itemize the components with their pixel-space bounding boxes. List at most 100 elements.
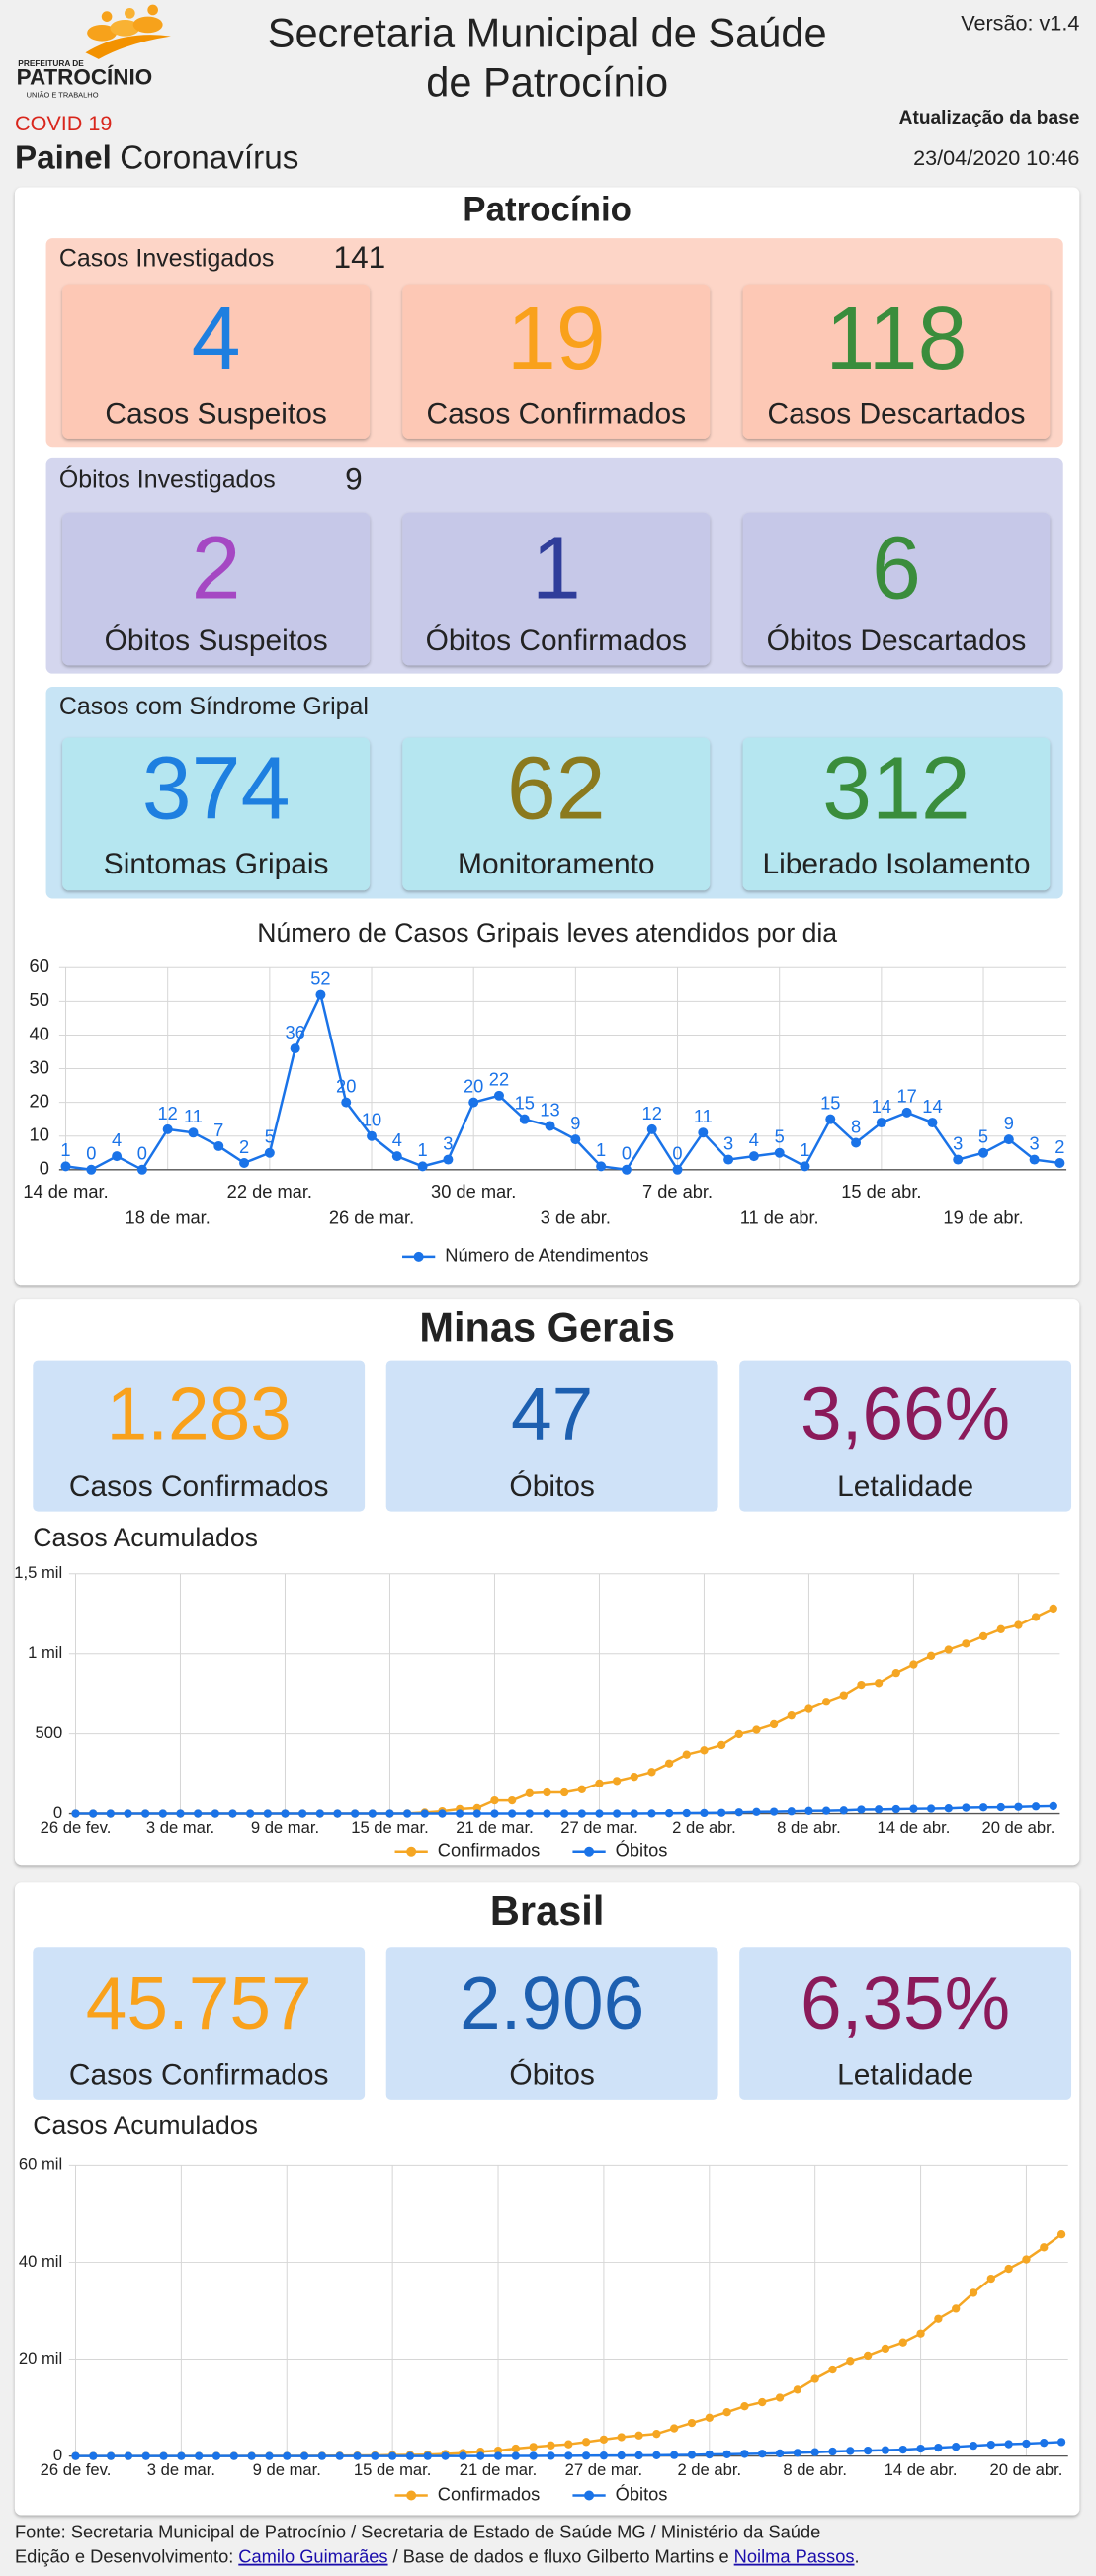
data-point (804, 1704, 813, 1713)
data-point (60, 1161, 71, 1172)
stat-card (385, 1360, 718, 1512)
data-point (1056, 2230, 1066, 2239)
data-point (350, 1809, 360, 1818)
stat-label: Sintomas Gripais (104, 848, 329, 880)
stat-card (742, 284, 1051, 439)
footer-credit: Edição e Desenvolvimento: Camilo Guimarãe… (15, 2546, 860, 2567)
data-point (507, 1809, 517, 1818)
data-point (177, 2451, 186, 2460)
data-point (335, 2451, 344, 2460)
stat-value: 374 (142, 739, 291, 838)
data-label: 9 (1004, 1113, 1014, 1133)
logo-motto: UNIÃO E TRABALHO (27, 90, 99, 99)
data-point (193, 1809, 203, 1818)
data-point (420, 1809, 429, 1818)
data-point (881, 2446, 890, 2454)
credit-link[interactable]: Camilo Guimarães (238, 2546, 387, 2567)
data-point (700, 1808, 709, 1818)
legend-dot (406, 2490, 417, 2501)
data-label: 0 (622, 1143, 632, 1164)
data-point (934, 2314, 943, 2323)
data-point (821, 1806, 831, 1815)
data-point (934, 2443, 943, 2452)
data-point (581, 2438, 591, 2447)
data-point (247, 2451, 256, 2460)
data-point (581, 2451, 591, 2460)
data-point (1022, 2255, 1031, 2264)
data-point (909, 1804, 918, 1813)
data-label: 14 (922, 1096, 942, 1117)
data-point (962, 1639, 970, 1648)
data-label: 3 (953, 1132, 963, 1153)
data-point (559, 1809, 569, 1818)
stat-value: 2 (192, 520, 241, 619)
data-point (564, 2451, 573, 2460)
data-point (89, 2451, 98, 2460)
data-point (1029, 1154, 1040, 1165)
credit-link[interactable]: Noilma Passos (734, 2546, 855, 2567)
data-point (700, 1746, 709, 1755)
data-point (969, 2441, 978, 2451)
x-tick-label: 27 de mar. (565, 2460, 642, 2479)
data-point (800, 1161, 810, 1172)
data-point (969, 2288, 978, 2297)
data-point (472, 1809, 481, 1818)
data-point (367, 1130, 378, 1141)
data-point (159, 2451, 168, 2460)
data-point (810, 2448, 819, 2456)
data-point (857, 1805, 866, 1814)
data-label: 11 (184, 1106, 203, 1126)
data-point (734, 1808, 743, 1817)
data-point (986, 2440, 995, 2450)
data-point (978, 1147, 989, 1158)
data-point (752, 1725, 761, 1734)
data-point (670, 2424, 679, 2433)
data-point (438, 1809, 447, 1818)
data-point (283, 2451, 292, 2460)
data-point (341, 1097, 352, 1108)
legend-dot (584, 1846, 595, 1857)
data-point (577, 1785, 586, 1793)
data-point (106, 1809, 115, 1818)
data-point (405, 2451, 415, 2460)
data-point (846, 2357, 855, 2366)
data-point (630, 1773, 638, 1782)
y-tick-label: 500 (35, 1723, 62, 1742)
stat-card (402, 512, 711, 666)
data-point (455, 1809, 464, 1818)
data-point (839, 1691, 848, 1700)
stat-card (385, 1947, 718, 2100)
credit-end: . (855, 2546, 860, 2567)
stat-label: Casos Confirmados (69, 1470, 329, 1503)
data-point (213, 1140, 224, 1151)
data-point (476, 2451, 485, 2460)
data-label: 9 (570, 1113, 580, 1133)
data-point (543, 1787, 551, 1797)
data-label: 10 (362, 1110, 381, 1130)
data-label: 20 (464, 1075, 483, 1096)
x-tick-label: 11 de abr. (740, 1206, 819, 1227)
stat-value: 45.757 (86, 1961, 312, 2044)
logo-name: PATROCÍNIO (17, 65, 153, 90)
stat-value: 6,35% (801, 1961, 1010, 2044)
legend-dot (406, 1846, 417, 1857)
data-point (962, 1803, 970, 1812)
data-point (564, 2440, 573, 2449)
data-label: 0 (137, 1143, 147, 1164)
data-point (599, 2435, 609, 2445)
data-point (846, 2447, 855, 2455)
stat-card (402, 737, 711, 891)
panel-rest: Coronavírus (120, 139, 298, 176)
data-point (891, 1804, 900, 1814)
group-label: Óbitos Investigados (59, 465, 276, 494)
data-point (916, 2329, 925, 2338)
data-label: 13 (540, 1099, 559, 1120)
data-point (891, 1668, 900, 1678)
stat-card (739, 1947, 1072, 2100)
data-point (493, 2451, 503, 2460)
x-tick-label: 27 de mar. (560, 1818, 637, 1837)
data-point (595, 1809, 604, 1818)
data-point (769, 1719, 779, 1729)
data-point (612, 1777, 622, 1786)
